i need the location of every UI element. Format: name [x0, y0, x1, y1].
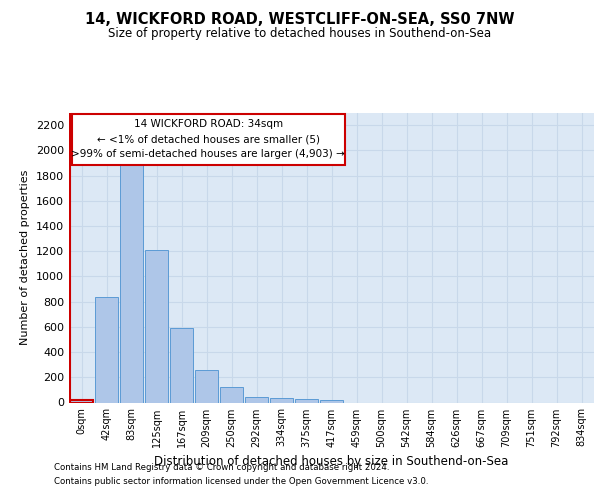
X-axis label: Distribution of detached houses by size in Southend-on-Sea: Distribution of detached houses by size …	[154, 455, 509, 468]
Text: 14 WICKFORD ROAD: 34sqm: 14 WICKFORD ROAD: 34sqm	[134, 119, 283, 129]
Text: ← <1% of detached houses are smaller (5): ← <1% of detached houses are smaller (5)	[97, 134, 320, 144]
Bar	[269, 398, 293, 402]
Text: Contains public sector information licensed under the Open Government Licence v3: Contains public sector information licen…	[54, 477, 428, 486]
Text: Contains HM Land Registry data © Crown copyright and database right 2024.: Contains HM Land Registry data © Crown c…	[54, 464, 389, 472]
Bar	[245, 398, 268, 402]
Text: Size of property relative to detached houses in Southend-on-Sea: Size of property relative to detached ho…	[109, 28, 491, 40]
Bar	[170, 328, 193, 402]
Bar	[95, 296, 118, 403]
Bar	[119, 163, 143, 402]
Y-axis label: Number of detached properties: Number of detached properties	[20, 170, 31, 345]
Text: >99% of semi-detached houses are larger (4,903) →: >99% of semi-detached houses are larger …	[71, 148, 345, 158]
Bar	[220, 388, 244, 402]
Bar	[320, 400, 343, 402]
FancyBboxPatch shape	[71, 114, 344, 164]
Text: 14, WICKFORD ROAD, WESTCLIFF-ON-SEA, SS0 7NW: 14, WICKFORD ROAD, WESTCLIFF-ON-SEA, SS0…	[85, 12, 515, 28]
Bar	[145, 250, 169, 402]
Bar	[70, 400, 94, 402]
Bar	[194, 370, 218, 402]
Bar	[295, 400, 319, 402]
